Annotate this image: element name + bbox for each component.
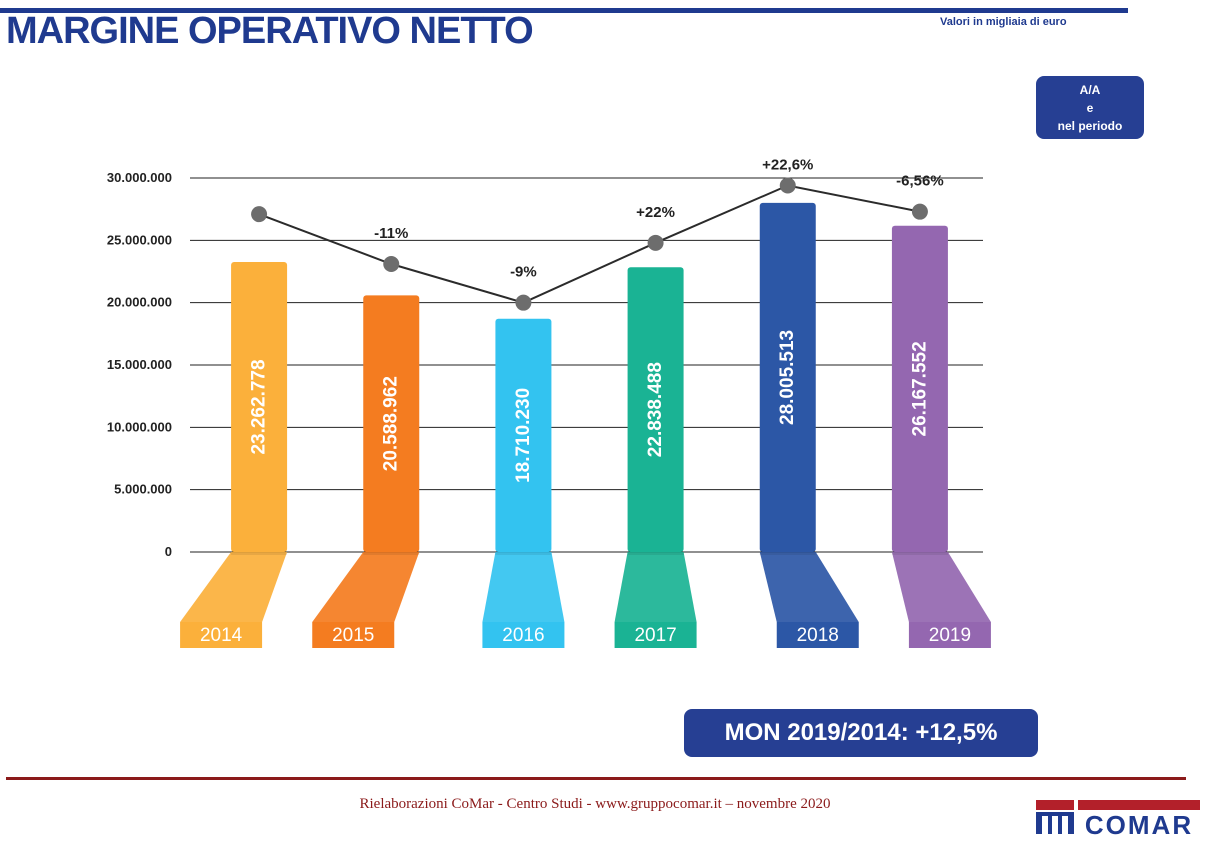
- bar-foot: [312, 552, 420, 622]
- x-tick-label: 2016: [502, 625, 544, 646]
- x-tick-label: 2018: [797, 625, 839, 646]
- bar: [891, 225, 948, 553]
- bar-foot: [482, 552, 565, 622]
- top-rule: [0, 8, 1128, 13]
- line-point: [383, 256, 400, 273]
- y-tick-label: 10.000.000: [107, 419, 172, 434]
- legend-note-line-3: nel periodo: [1057, 118, 1123, 133]
- x-tick-label: 2015: [332, 625, 374, 646]
- category-tab: [614, 622, 697, 648]
- line-point-label: -9%: [510, 264, 537, 281]
- unit-note: Valori in migliaia di euro: [940, 16, 1067, 28]
- bar: [231, 261, 288, 552]
- bar-shadow: [759, 552, 816, 555]
- category-tab: [482, 622, 565, 648]
- bar-foot: [891, 552, 991, 622]
- bar-foot: [759, 552, 859, 622]
- line-point: [647, 234, 664, 251]
- bar: [495, 318, 552, 552]
- svg-text:COMAR: COMAR: [1085, 810, 1193, 838]
- legend-note-line-1: A/A: [1079, 82, 1101, 97]
- bar-foot: [180, 552, 288, 622]
- y-tick-label: 30.000.000: [107, 170, 172, 185]
- comar-logo: COMAR: [1036, 800, 1200, 838]
- line-point-label: +22,6%: [762, 156, 813, 173]
- line-point: [911, 203, 928, 220]
- data-label: 26.167.552: [909, 341, 930, 436]
- line-point: [515, 294, 532, 311]
- bar-foot: [614, 552, 697, 622]
- bar: [759, 202, 816, 552]
- line-point: [779, 177, 796, 194]
- line-point: [251, 206, 268, 223]
- bar-shadow: [231, 552, 288, 555]
- line-series: [258, 184, 921, 304]
- summary-badge: MON 2019/2014: +12,5%: [684, 709, 1038, 757]
- category-tab: [312, 622, 395, 648]
- data-label: 28.005.513: [777, 330, 798, 425]
- line-point-label: -11%: [374, 225, 408, 242]
- category-tab: [908, 622, 991, 648]
- line-point-label: +22%: [636, 204, 675, 221]
- footer-credit: Rielaborazioni CoMar - Centro Studi - ww…: [359, 796, 831, 812]
- y-tick-label: 0: [165, 544, 172, 559]
- y-tick-label: 25.000.000: [107, 232, 172, 247]
- bar: [363, 295, 420, 552]
- footer-rule: [6, 777, 1186, 780]
- data-label: 23.262.778: [249, 359, 270, 454]
- data-label: 20.588.962: [381, 376, 402, 471]
- y-tick-label: 5.000.000: [114, 482, 172, 497]
- category-tab: [180, 622, 263, 648]
- x-tick-label: 2017: [634, 625, 676, 646]
- y-tick-label: 15.000.000: [107, 357, 172, 372]
- y-tick-label: 20.000.000: [107, 295, 172, 310]
- bar-chart: 0 5.000.000 10.000.000 15.000.000 20.000.000…: [107, 156, 991, 648]
- legend-note-line-2: e: [1086, 100, 1094, 115]
- x-tick-label: 2014: [200, 625, 243, 646]
- bar-shadow: [891, 552, 948, 555]
- bar: [627, 267, 684, 552]
- category-tab: [776, 622, 859, 648]
- bar-shadow: [363, 552, 420, 555]
- x-tick-label: 2019: [929, 625, 971, 646]
- data-label: 22.838.488: [645, 362, 666, 457]
- bar-shadow: [495, 552, 552, 555]
- page-title: MARGINE OPERATIVO NETTO: [6, 10, 534, 52]
- data-label: 18.710.230: [513, 388, 534, 483]
- line-point-label: -6,56%: [896, 173, 944, 190]
- legend-note-box: A/A e nel periodo: [1036, 76, 1144, 139]
- bar-shadow: [627, 552, 684, 555]
